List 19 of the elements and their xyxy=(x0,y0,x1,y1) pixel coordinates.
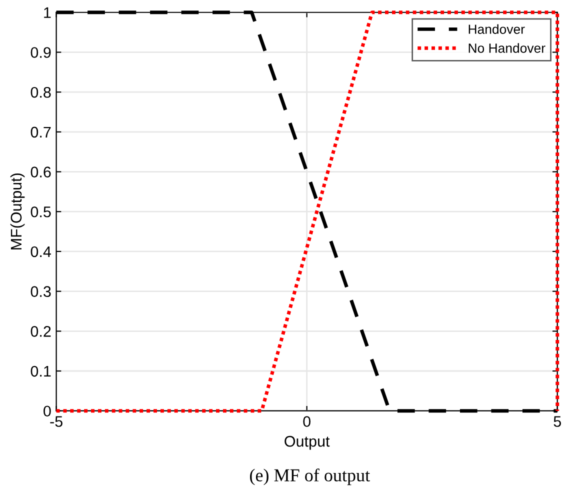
y-tick-label: 0.7 xyxy=(30,126,51,138)
text: (e) MF of output xyxy=(250,468,370,486)
x-tick-label: 5 xyxy=(554,416,561,427)
y-tick-label: 0.4 xyxy=(30,246,51,258)
legend-label: Handover xyxy=(468,24,525,34)
x-axis-title: Output xyxy=(284,436,330,450)
y-tick-label: 0.8 xyxy=(30,86,51,98)
y-tick-label: 1 xyxy=(44,7,51,18)
y-tick-label: 0 xyxy=(44,406,51,417)
y-axis-title: MF(Output) xyxy=(10,174,25,250)
x-tick-label: 0 xyxy=(303,416,310,427)
y-tick-label: 0.3 xyxy=(30,286,51,297)
y-tick-label: 0.2 xyxy=(30,326,51,337)
x-tick-label: -5 xyxy=(50,416,62,427)
y-tick-label: 0.1 xyxy=(30,366,51,377)
legend-label: No Handover xyxy=(468,43,546,53)
y-tick-label: 0.6 xyxy=(30,166,51,178)
y-tick-label: 0.9 xyxy=(30,47,51,58)
y-tick-label: 0.5 xyxy=(30,206,51,218)
